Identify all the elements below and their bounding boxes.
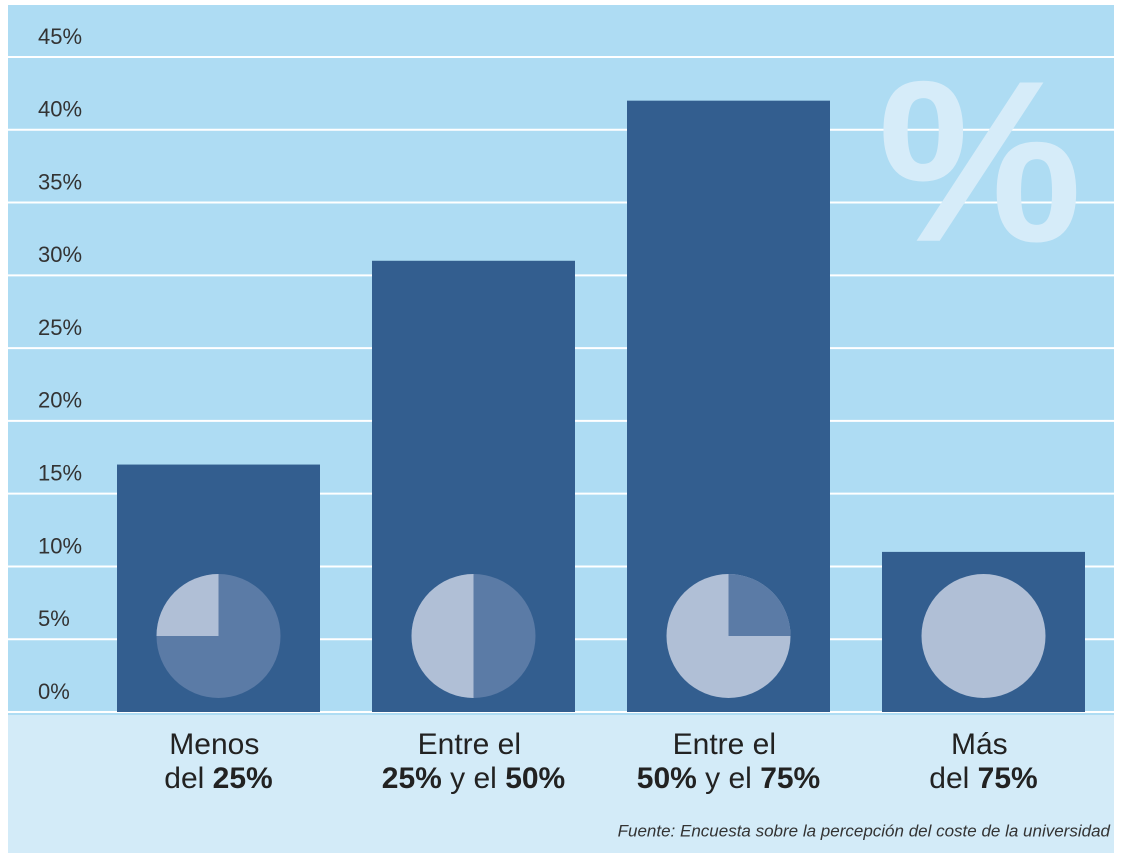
pie-slice xyxy=(728,574,791,636)
labels: Menos del 25% Entre el 25% y el 50% Entre … xyxy=(164,728,1037,795)
y-tick-label: 15% xyxy=(38,460,82,485)
x-tick-label: Entre el 50% y el 75% xyxy=(637,728,820,795)
y-tick-label: 10% xyxy=(38,533,82,558)
y-tick-label: 30% xyxy=(38,242,82,267)
y-tick-label: 35% xyxy=(38,169,82,194)
y-tick-label: 20% xyxy=(38,388,82,413)
y-tick-label: 45% xyxy=(38,24,82,49)
x-tick-label: Más del 75% xyxy=(929,728,1037,795)
pie-icons xyxy=(156,574,1046,698)
watermark: % xyxy=(878,33,1083,290)
pie-slice xyxy=(156,574,219,636)
y-tick-label: 25% xyxy=(38,315,82,340)
pie-icon xyxy=(921,574,1046,698)
pie-slice xyxy=(411,574,474,698)
label-band xyxy=(8,715,1114,853)
y-tick-label: 0% xyxy=(38,679,70,704)
x-tick-label: Entre el 25% y el 50% xyxy=(382,728,565,795)
source-note: Fuente: Encuesta sobre la percepción del… xyxy=(618,821,1111,840)
x-tick-label: Menos del 25% xyxy=(164,728,272,795)
y-tick-label: 40% xyxy=(38,97,82,122)
y-tick-label: 5% xyxy=(38,606,70,631)
